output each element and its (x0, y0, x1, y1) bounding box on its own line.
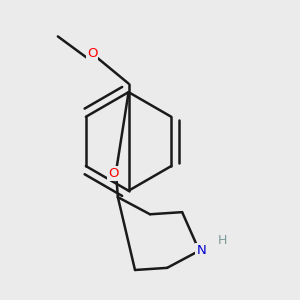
Text: O: O (108, 167, 119, 180)
Text: H: H (218, 233, 227, 247)
Text: N: N (196, 244, 206, 257)
Text: O: O (87, 47, 98, 60)
